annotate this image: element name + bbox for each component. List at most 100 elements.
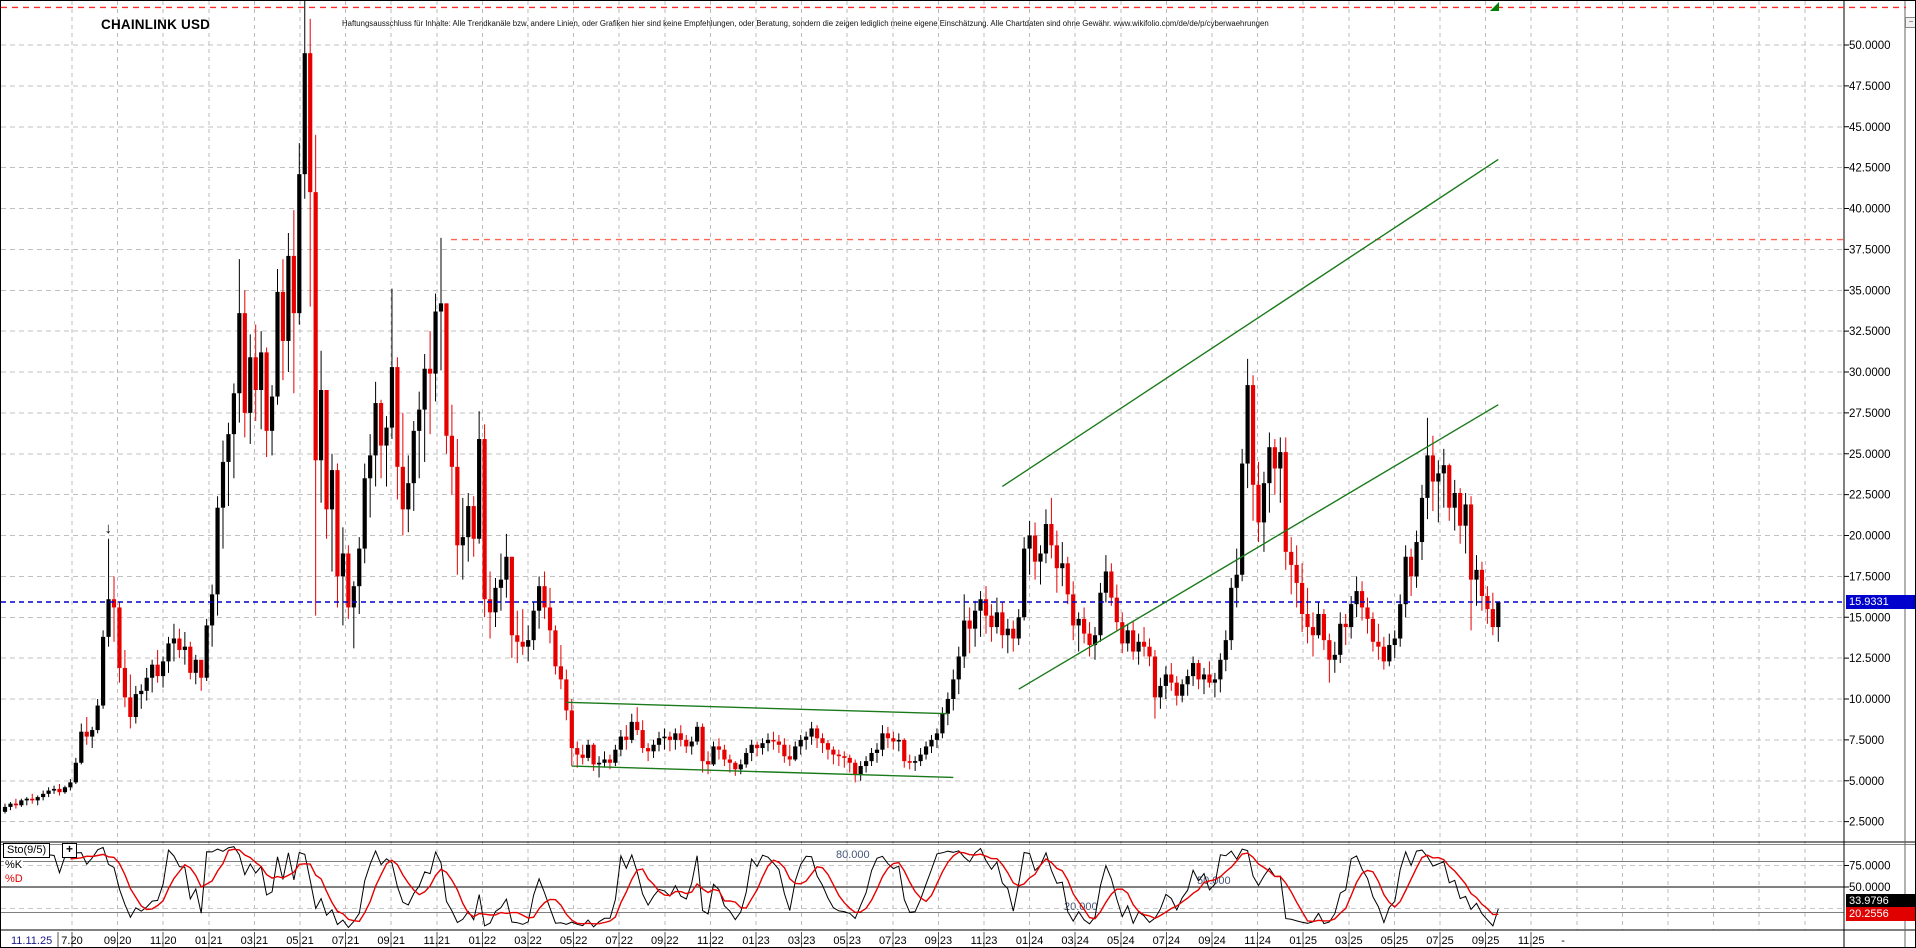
indicator-name-button[interactable]: Sto(9/5)	[3, 843, 51, 858]
candle	[368, 455, 373, 479]
candle	[466, 506, 471, 538]
candle	[564, 679, 569, 711]
candle	[133, 694, 138, 717]
candle	[1300, 582, 1305, 614]
candle	[667, 736, 672, 740]
candle	[24, 798, 29, 801]
date-axis-label: 07.22	[605, 935, 633, 947]
candle	[280, 291, 286, 341]
collapse-axis-button[interactable]: −	[1905, 17, 1915, 28]
candle	[1103, 571, 1108, 593]
candle	[973, 610, 978, 629]
candle	[646, 748, 651, 752]
date-axis-label: 05.22	[560, 935, 588, 947]
candle	[809, 728, 814, 737]
candle	[1474, 569, 1479, 580]
candle	[291, 255, 296, 314]
candle	[891, 738, 896, 742]
candle	[749, 744, 754, 753]
candle	[210, 594, 215, 626]
corner-marker-icon	[1490, 2, 1499, 11]
candle	[35, 797, 40, 801]
candle	[945, 699, 950, 714]
candle	[182, 646, 187, 650]
candle	[487, 599, 493, 613]
candle	[782, 744, 787, 757]
date-axis-label: 11.20	[150, 935, 177, 947]
candle	[1191, 663, 1196, 677]
candle	[956, 656, 961, 680]
candle	[482, 439, 487, 600]
candle	[226, 434, 231, 462]
candle	[362, 478, 367, 549]
candle	[1011, 628, 1016, 639]
candle	[902, 739, 907, 762]
candle	[1109, 571, 1114, 598]
candle	[144, 677, 149, 691]
candle	[678, 733, 683, 740]
candle	[978, 599, 983, 611]
candle	[1032, 535, 1038, 562]
candle	[1496, 601, 1501, 628]
date-axis-label: 05.23	[833, 935, 861, 947]
candle	[1092, 635, 1098, 646]
candle	[1278, 452, 1283, 469]
date-axis-label: 11.23	[971, 935, 998, 947]
candle	[520, 641, 525, 647]
candle	[684, 739, 689, 747]
candle	[400, 466, 405, 510]
candle	[1016, 617, 1021, 639]
candle	[635, 721, 640, 731]
stochastic-k-value-badge: 33.9796	[1846, 894, 1915, 908]
candle	[1294, 564, 1299, 583]
date-axis-label: 05.25	[1381, 935, 1409, 947]
candle	[962, 620, 967, 657]
candle	[515, 635, 520, 642]
candle	[765, 739, 771, 744]
candle	[384, 427, 389, 446]
candle	[1223, 640, 1228, 660]
candle	[934, 733, 940, 740]
candle	[853, 762, 858, 775]
stochastic-d-line	[70, 848, 1499, 925]
candle	[324, 389, 329, 510]
candle	[1289, 551, 1294, 565]
price-axis-label: 17.5000	[1849, 571, 1891, 583]
indicator-expand-icon[interactable]: +	[62, 843, 77, 858]
candle	[1490, 609, 1495, 628]
date-axis-label: 01.24	[1016, 935, 1044, 947]
date-axis-trailing-dash: -	[1561, 935, 1565, 947]
candle	[313, 192, 318, 461]
candle	[1234, 574, 1239, 588]
candle	[880, 733, 885, 750]
candle	[1365, 607, 1370, 619]
date-axis-label: 11.22	[697, 935, 724, 947]
candle	[1147, 646, 1152, 657]
trendline-ascending-channel-top	[1001, 158, 1499, 488]
candle	[477, 439, 482, 539]
candle	[586, 744, 591, 758]
candle	[1463, 504, 1468, 526]
candle	[73, 762, 78, 783]
candle	[13, 803, 18, 806]
candle	[1398, 604, 1403, 639]
price-axis-label: 40.0000	[1849, 204, 1891, 216]
price-axis-label: 45.0000	[1849, 122, 1891, 134]
candle	[220, 461, 226, 508]
candle	[139, 690, 144, 695]
candle	[455, 466, 460, 546]
candle	[1250, 385, 1256, 485]
candle	[1060, 563, 1065, 569]
candle	[248, 357, 253, 413]
candle	[591, 744, 596, 765]
candle	[689, 741, 694, 747]
date-axis-label: 01.21	[195, 935, 223, 947]
candle	[395, 367, 400, 467]
candle	[1332, 654, 1337, 660]
date-axis-label: 01.23	[742, 935, 770, 947]
candle	[913, 761, 918, 763]
candle	[1479, 569, 1485, 596]
candle	[1071, 594, 1076, 626]
candle	[716, 746, 722, 750]
candle	[1430, 455, 1435, 482]
